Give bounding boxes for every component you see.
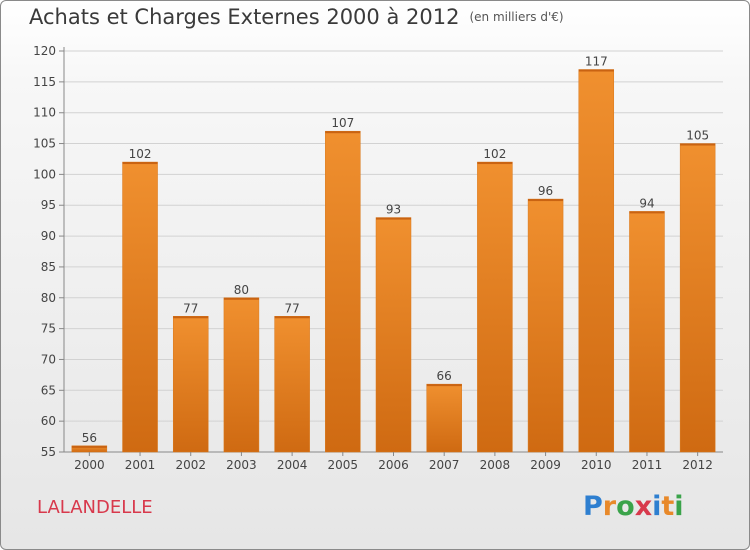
logo-letter: o (616, 491, 635, 522)
y-tick-label: 90 (41, 229, 56, 243)
y-tick-label: 55 (41, 445, 56, 459)
bar-top-edge (274, 316, 310, 319)
chart-title-block: Achats et Charges Externes 2000 à 2012 (e… (29, 5, 564, 29)
y-tick-label: 120 (33, 44, 56, 58)
logo-letter: x (634, 491, 653, 522)
y-tick-label: 80 (41, 291, 56, 305)
bar (477, 161, 513, 453)
x-tick-label: 2008 (480, 458, 511, 472)
bar-top-edge (680, 143, 716, 146)
bar (375, 217, 412, 453)
bar (325, 130, 361, 453)
bar (274, 316, 310, 453)
data-label: 96 (538, 184, 553, 198)
bar (223, 297, 260, 453)
y-tick-label: 100 (33, 167, 56, 181)
logo-letter: i (652, 491, 662, 522)
bar (679, 143, 716, 453)
x-tick-label: 2011 (632, 458, 663, 472)
data-label: 117 (585, 55, 608, 69)
bar-top-edge (477, 162, 513, 165)
y-tick-label: 110 (33, 106, 56, 120)
bar-top-edge (122, 162, 158, 165)
x-tick-label: 2005 (328, 458, 359, 472)
data-label: 105 (686, 129, 709, 143)
data-label: 94 (639, 196, 654, 210)
bar-top-edge (325, 131, 361, 134)
chart-subtitle: (en milliers d'€) (469, 10, 564, 24)
logo-letter: r (602, 491, 617, 522)
data-label: 93 (386, 203, 401, 217)
x-tick-label: 2002 (175, 458, 206, 472)
x-tick-label: 2006 (378, 458, 409, 472)
bar (629, 211, 665, 453)
commune-name: LALANDELLE (37, 497, 153, 518)
y-tick-label: 95 (41, 198, 56, 212)
data-label: 66 (437, 369, 452, 383)
logo-letter: t (661, 491, 675, 522)
x-tick-label: 2001 (125, 458, 156, 472)
bar-top-edge (426, 384, 462, 387)
data-label: 77 (183, 301, 198, 315)
x-tick-label: 2003 (226, 458, 257, 472)
bar (426, 383, 462, 453)
data-label: 102 (483, 147, 506, 161)
x-tick-label: 2007 (429, 458, 460, 472)
x-tick-label: 2004 (277, 458, 308, 472)
bar-top-edge (173, 316, 209, 319)
data-label: 56 (82, 431, 97, 445)
x-tick-label: 2009 (530, 458, 561, 472)
logo-letter: i (674, 491, 684, 522)
y-tick-label: 85 (41, 260, 56, 274)
chart-title: Achats et Charges Externes 2000 à 2012 (29, 5, 460, 29)
bar (122, 161, 158, 453)
y-tick-label: 75 (41, 322, 56, 336)
y-tick-label: 105 (33, 137, 56, 151)
y-tick-label: 115 (33, 75, 56, 89)
bar-top-edge (578, 69, 614, 72)
bar (578, 69, 615, 453)
bar-top-edge (528, 199, 564, 202)
proxiti-logo: Proxiti (583, 491, 684, 522)
bar (527, 198, 564, 453)
logo-letter: P (583, 491, 603, 522)
bar-top-edge (71, 445, 107, 448)
x-tick-label: 2000 (74, 458, 105, 472)
data-label: 107 (331, 116, 354, 130)
y-tick-label: 70 (41, 352, 56, 366)
bar-top-edge (376, 217, 411, 220)
data-label: 77 (284, 301, 299, 315)
y-tick-label: 60 (41, 414, 56, 428)
bar (172, 316, 209, 453)
y-tick-label: 65 (41, 383, 56, 397)
bar-top-edge (223, 297, 259, 300)
x-tick-label: 2010 (581, 458, 612, 472)
data-label: 80 (234, 283, 249, 297)
bar-top-edge (629, 211, 665, 214)
x-tick-label: 2012 (682, 458, 713, 472)
data-label: 102 (129, 147, 152, 161)
